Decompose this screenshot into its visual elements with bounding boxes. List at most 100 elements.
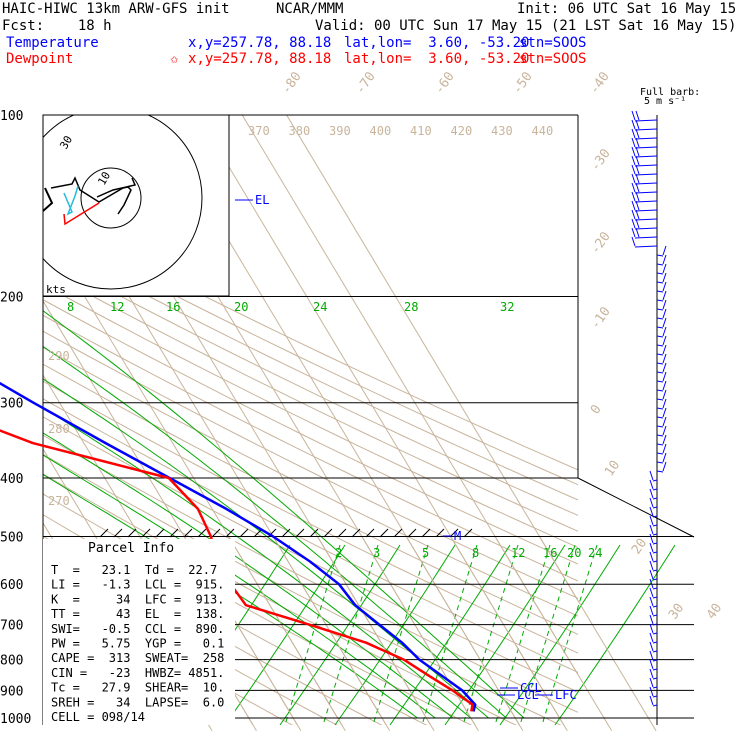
wind-barb-feather: [662, 326, 667, 337]
moist-adiabat-lower-line: [389, 544, 511, 726]
isotherm-label: -70: [353, 69, 379, 97]
dry-adiabat-line: [43, 363, 578, 635]
hatch-mark: [463, 528, 473, 538]
wind-barb-staff: [652, 578, 658, 581]
wind-barb: [649, 668, 658, 680]
hatch-mark: [393, 528, 403, 538]
wind-barb-staff: [656, 290, 664, 293]
wind-barb-staff: [634, 146, 658, 149]
wind-barb-feather: [635, 200, 640, 211]
wind-barb-feather: [635, 164, 640, 175]
wind-barb-staff: [652, 632, 658, 635]
wind-barb-staff: [652, 614, 658, 617]
wind-barb-feather: [649, 623, 654, 634]
organization: NCAR/MMM: [276, 1, 344, 17]
wind-barb-staff: [652, 533, 658, 536]
isotherm-lower-line: [361, 536, 479, 732]
profile-dewpoint: [0, 429, 474, 712]
wind-barb: [656, 371, 667, 383]
hodograph-units: kts: [46, 283, 66, 296]
wind-barb: [656, 434, 667, 446]
dry-adiabat-line: [43, 434, 578, 713]
wind-barb-staff: [656, 389, 664, 392]
hatch-mark: [365, 528, 375, 538]
wind-barb-feather: [649, 533, 654, 544]
wind-barb-staff: [634, 173, 658, 176]
wind-barb-feather: [662, 263, 667, 274]
hatch-mark: [197, 528, 207, 538]
mixing-ratio-label: 16: [543, 546, 557, 560]
moist-adiabat-line: [43, 432, 454, 719]
wind-barb-staff: [652, 659, 658, 662]
wind-barb: [656, 425, 667, 437]
mixing-ratio-label: 8: [472, 546, 479, 560]
hatch-mark: [295, 528, 305, 538]
wind-barb: [631, 191, 658, 203]
temperature-legend: Temperature: [6, 35, 99, 51]
wind-barb: [656, 290, 667, 302]
wind-barb-staff: [652, 641, 658, 644]
wind-barb-feather: [649, 560, 654, 571]
isotherm-lower-line: [317, 536, 435, 732]
parcel-info-row: Tc = 27.9 SHEAR= 10.: [51, 681, 224, 695]
wind-barb-feather: [631, 146, 636, 157]
hatch-mark: [155, 528, 165, 538]
lfc-level-label: LFC: [555, 688, 577, 702]
moist-adiabat-lower-line: [499, 544, 621, 726]
dry-adiabat-line: [43, 314, 578, 582]
moist-adiabat-line: [43, 407, 472, 719]
wind-barb-feather: [649, 488, 654, 499]
wind-barb-feather: [631, 191, 636, 202]
isotherm-label: -20: [588, 229, 614, 257]
moist-adiabat-lower-line: [554, 544, 676, 726]
wind-barb-staff: [634, 191, 658, 194]
wind-barb-staff: [652, 551, 658, 554]
parcel-info-row: CIN = -23 HWBZ= 4851.: [51, 666, 224, 680]
wind-barb-feather: [662, 380, 667, 391]
wind-barb-feather: [662, 299, 667, 310]
wind-barb: [649, 587, 658, 599]
moist-adiabat-line: [43, 310, 525, 719]
wind-barb: [649, 614, 658, 626]
pressure-label-900: 900: [0, 684, 23, 699]
moist-label: 12: [110, 300, 124, 314]
wind-barb-feather: [635, 128, 640, 139]
wind-barb-staff: [652, 515, 658, 518]
wind-barb: [656, 263, 667, 275]
wind-barb: [631, 128, 658, 140]
hodograph: 10 30 kts: [42, 114, 230, 297]
wind-barb-feather: [649, 497, 654, 508]
wind-barb-staff: [656, 407, 664, 410]
wind-barb: [656, 272, 667, 284]
wind-barb: [631, 146, 658, 158]
wind-barb: [656, 389, 667, 401]
wind-barb: [649, 542, 658, 554]
wind-barb: [649, 596, 658, 608]
wind-barb: [631, 110, 658, 122]
wind-barb-feather: [649, 479, 654, 490]
wind-barb: [656, 335, 667, 347]
wind-barb: [656, 344, 667, 356]
pressure-label-100: 100: [0, 109, 23, 124]
wind-barb-staff: [656, 425, 664, 428]
wind-barb-feather: [635, 209, 640, 220]
wind-barb: [656, 416, 667, 428]
wind-barb-staff: [652, 677, 658, 680]
wind-barb-staff: [652, 587, 658, 590]
wind-barb: [656, 461, 667, 473]
theta-label: 410: [410, 124, 432, 138]
wind-barb-staff: [652, 497, 658, 500]
wind-barb-staff: [652, 506, 658, 509]
wind-barb: [649, 677, 658, 689]
wind-barb: [656, 281, 667, 293]
wind-barb-feather: [649, 668, 654, 679]
wind-barb: [631, 155, 658, 167]
wind-barb-feather: [635, 146, 640, 157]
wind-barb-feather: [649, 578, 654, 589]
mixing-ratio-line: [462, 544, 519, 726]
hatch-mark: [323, 528, 333, 538]
wind-barb-staff: [652, 668, 658, 671]
wind-barb-feather: [662, 416, 667, 427]
wind-barb: [649, 659, 658, 671]
pressure-label-600: 600: [0, 578, 23, 593]
